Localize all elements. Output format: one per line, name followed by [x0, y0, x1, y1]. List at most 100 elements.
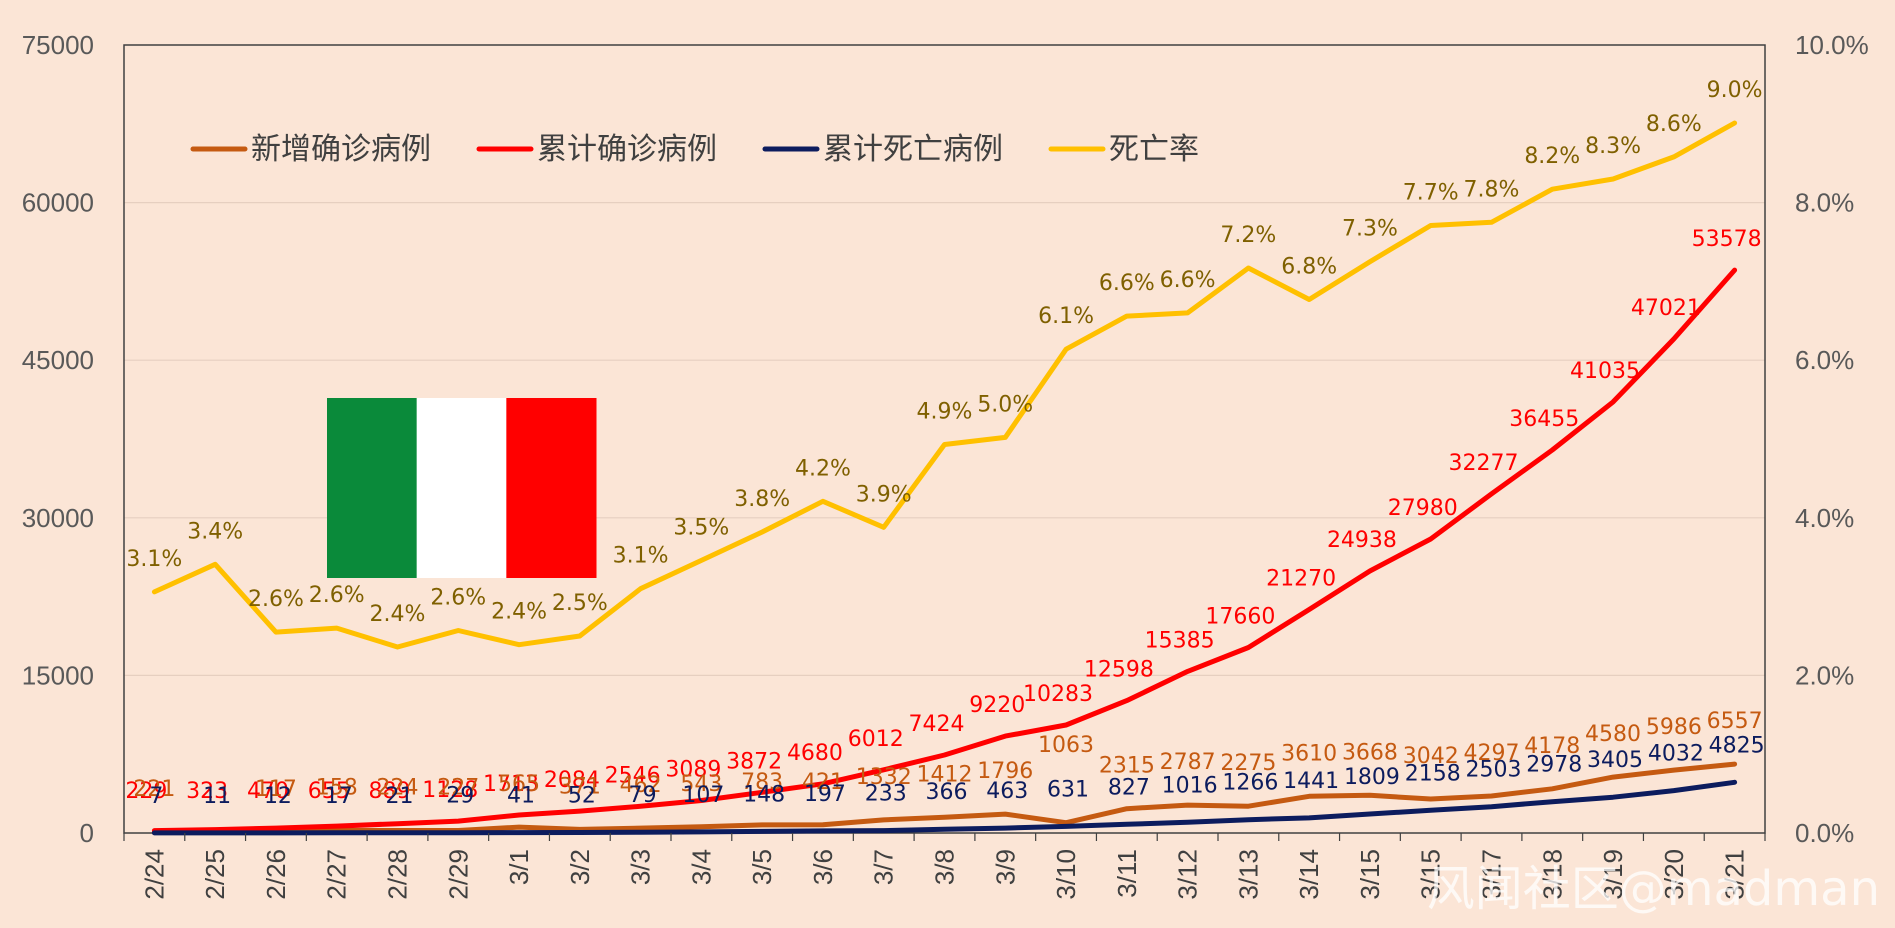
cumulative-deaths-label: 11 [203, 784, 231, 809]
y-right-tick-label: 4.0% [1795, 503, 1854, 533]
y-left-tick-label: 15000 [22, 660, 94, 690]
cumulative-confirmed-label: 27980 [1388, 496, 1458, 521]
plot-frame [123, 44, 1766, 834]
cumulative-deaths-label: 7 [149, 784, 163, 809]
new-cases-label: 117 [255, 777, 297, 802]
cumulative-confirmed-label: 3089 [665, 758, 721, 783]
death-rate-label: 6.8% [1281, 255, 1337, 280]
new-cases-label: 543 [680, 772, 722, 797]
new-cases-label: 2275 [1220, 751, 1276, 776]
new-cases-label: 783 [741, 770, 783, 795]
x-tick-label: 3/10 [1051, 849, 1081, 900]
flag-stripe [506, 398, 597, 578]
cumulative-deaths-label: 107 [682, 783, 724, 808]
cumulative-deaths-label: 4032 [1648, 742, 1704, 767]
x-tick-label: 3/11 [1112, 849, 1142, 898]
cumulative-deaths-label: 366 [926, 780, 968, 805]
cumulative-deaths-label: 463 [986, 779, 1028, 804]
y-left-tick-label: 60000 [22, 188, 94, 218]
x-tick-label: 3/1 [504, 849, 534, 885]
cumulative-deaths-label: 1016 [1162, 773, 1218, 798]
x-tick-label: 3/19 [1598, 849, 1628, 900]
cumulative-deaths-label: 79 [629, 783, 657, 808]
death-rate-label: 7.8% [1464, 177, 1520, 202]
flag-stripe [327, 398, 418, 578]
y-left-tick-label: 30000 [22, 503, 94, 533]
cumulative-confirmed-label: 21270 [1266, 567, 1336, 592]
death-rate-label: 3.1% [613, 544, 669, 569]
y-right-tick-label: 6.0% [1795, 345, 1854, 375]
cumulative-deaths-label: 17 [325, 784, 353, 809]
series-line-2 [151, 779, 1738, 836]
death-rate-label: 7.7% [1403, 180, 1459, 205]
death-rate-label: 2.5% [552, 591, 608, 616]
cumulative-confirmed-label: 1128 [422, 778, 478, 803]
cumulative-confirmed-label: 6012 [848, 727, 904, 752]
x-tick-label: 2/26 [261, 849, 291, 900]
x-tick-label: 3/15 [1416, 849, 1446, 900]
new-cases-label: 371 [559, 774, 601, 799]
death-rate-label: 8.2% [1524, 144, 1580, 169]
cumulative-confirmed-label: 470 [247, 779, 289, 804]
cumulative-deaths-label: 233 [865, 782, 907, 807]
x-tick-label: 2/25 [200, 849, 230, 900]
y-left-tick-label: 75000 [22, 30, 94, 60]
x-tick-label: 3/2 [565, 849, 595, 885]
cumulative-confirmed-label: 53578 [1692, 227, 1762, 252]
y-axis-left: 0 15000 30000 45000 60000 75000 [22, 30, 94, 848]
cumulative-deaths-label: 2158 [1405, 761, 1461, 786]
y-axis-right: 0.0% 2.0% 4.0% 6.0% 8.0% 10.0% [1795, 30, 1869, 848]
series-line-3 [151, 120, 1738, 650]
cumulative-deaths-label: 4825 [1709, 733, 1765, 758]
cumulative-confirmed-label: 7424 [909, 712, 965, 737]
new-cases-label: 4580 [1585, 722, 1641, 747]
x-tick-label: 3/8 [930, 849, 960, 885]
cumulative-confirmed-label: 2546 [605, 763, 661, 788]
new-cases-label: 4297 [1464, 741, 1520, 766]
cumulative-deaths-label: 148 [743, 782, 785, 807]
x-tick-label: 3/21 [1720, 849, 1750, 900]
new-cases-label: 565 [498, 772, 540, 797]
cumulative-confirmed-label: 41035 [1570, 359, 1640, 384]
x-tick-label: 2/28 [383, 849, 413, 900]
x-tick-label: 2/29 [443, 849, 473, 900]
new-cases-label: 1063 [1038, 733, 1094, 758]
legend-label-2: 累计死亡病例 [823, 132, 1003, 167]
new-cases-label: 421 [802, 770, 844, 795]
death-rate-label: 4.9% [917, 400, 973, 425]
series-lines [151, 120, 1738, 836]
x-tick-label: 3/7 [869, 849, 899, 885]
death-rate-label: 3.8% [734, 487, 790, 512]
cumulative-confirmed-label: 3872 [726, 749, 782, 774]
new-cases-label: 3668 [1342, 740, 1398, 765]
x-tick-label: 3/12 [1173, 849, 1203, 900]
cumulative-confirmed-label: 24938 [1327, 528, 1397, 553]
cumulative-confirmed-label: 12598 [1084, 658, 1154, 683]
death-rate-label: 3.1% [126, 547, 182, 572]
death-rate-label: 8.3% [1585, 134, 1641, 159]
cumulative-deaths-label: 1441 [1283, 769, 1339, 794]
new-cases-label: 224 [377, 775, 419, 800]
cumulative-confirmed-label: 47021 [1631, 296, 1701, 321]
cumulative-deaths-label: 2503 [1466, 758, 1522, 783]
new-cases-label: 2315 [1099, 754, 1155, 779]
death-rate-label: 2.4% [370, 602, 426, 627]
new-cases-label: 1796 [977, 759, 1033, 784]
legend-label-3: 死亡率 [1109, 132, 1199, 167]
new-cases-label: 221 [133, 777, 175, 802]
death-rate-label: 9.0% [1707, 78, 1763, 103]
cumulative-confirmed-label: 17660 [1205, 604, 1275, 629]
death-rate-label: 5.0% [977, 392, 1033, 417]
cumulative-confirmed-label: 889 [369, 779, 411, 804]
x-tick-label: 3/13 [1233, 849, 1263, 900]
death-rate-label: 7.2% [1220, 223, 1276, 248]
x-tick-label: 3/17 [1477, 849, 1507, 900]
cumulative-deaths-label: 631 [1047, 777, 1089, 802]
new-cases-label: 6557 [1707, 709, 1763, 734]
new-cases-label: 5986 [1646, 715, 1702, 740]
death-rate-label: 3.5% [673, 515, 729, 540]
new-cases-label: 3610 [1281, 741, 1337, 766]
new-cases-label: 1332 [856, 765, 912, 790]
